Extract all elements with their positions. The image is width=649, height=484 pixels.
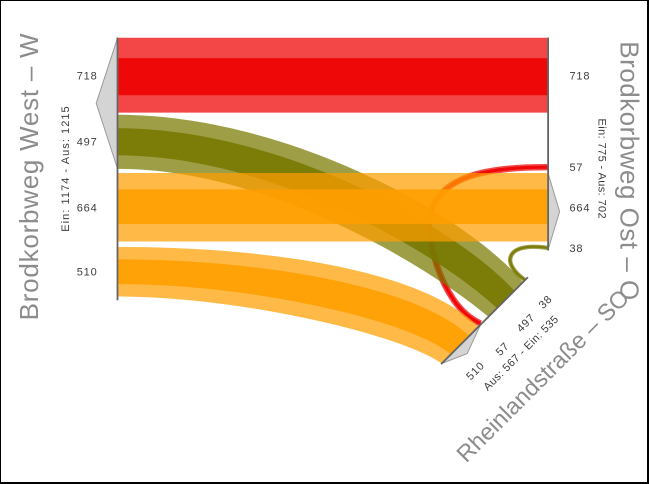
svg-text:57: 57 bbox=[570, 162, 584, 174]
svg-text:664: 664 bbox=[570, 202, 591, 214]
svg-text:38: 38 bbox=[570, 243, 584, 255]
svg-text:Brodkorbweg Ost – O: Brodkorbweg Ost – O bbox=[615, 41, 645, 301]
svg-text:510: 510 bbox=[77, 267, 98, 279]
svg-text:38: 38 bbox=[537, 293, 555, 311]
svg-text:Ein: 1174 - Aus: 1215: Ein: 1174 - Aus: 1215 bbox=[60, 105, 72, 231]
svg-text:718: 718 bbox=[570, 71, 591, 83]
svg-text:510: 510 bbox=[464, 360, 487, 383]
svg-text:718: 718 bbox=[77, 71, 98, 83]
svg-text:664: 664 bbox=[77, 202, 98, 214]
svg-text:Ein: 775 - Aus: 702: Ein: 775 - Aus: 702 bbox=[596, 119, 608, 220]
svg-text:Brodkorbweg West – W: Brodkorbweg West – W bbox=[14, 33, 44, 321]
svg-text:497: 497 bbox=[77, 137, 98, 149]
